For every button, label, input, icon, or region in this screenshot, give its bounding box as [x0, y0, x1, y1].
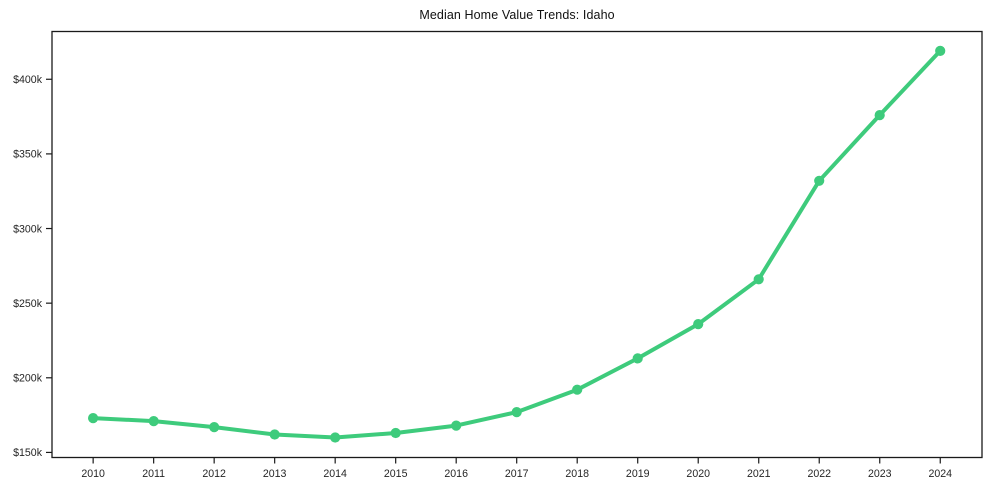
data-point-2023 [874, 110, 885, 121]
x-tick-label: 2014 [323, 468, 347, 480]
data-point-2021 [753, 274, 764, 285]
data-point-2019 [632, 353, 643, 364]
x-tick-label: 2013 [263, 468, 287, 480]
x-tick-label: 2024 [928, 468, 952, 480]
data-point-2013 [269, 429, 280, 440]
data-point-2017 [511, 407, 522, 418]
data-point-2022 [814, 175, 825, 186]
x-tick-label: 2018 [565, 468, 589, 480]
x-tick-label: 2019 [626, 468, 650, 480]
y-tick-label: $150k [13, 447, 43, 459]
data-point-2018 [572, 384, 583, 395]
x-tick-label: 2016 [444, 468, 468, 480]
x-tick-label: 2021 [747, 468, 771, 480]
data-point-2015 [390, 427, 401, 439]
x-tick-label: 2010 [81, 468, 105, 480]
x-tick-label: 2011 [142, 468, 165, 480]
y-tick-label: $250k [13, 298, 43, 310]
data-point-2014 [330, 432, 341, 443]
x-tick-label: 2012 [202, 468, 226, 480]
x-tick-label: 2020 [686, 468, 710, 480]
x-tick-label: 2017 [505, 468, 529, 480]
y-tick-label: $300k [13, 223, 43, 235]
data-point-2016 [451, 420, 462, 431]
data-point-2020 [693, 319, 704, 330]
data-point-2024 [935, 45, 946, 57]
chart-title: Median Home Value Trends: Idaho [419, 8, 615, 22]
data-point-2010 [88, 413, 99, 424]
y-tick-label: $350k [13, 149, 43, 161]
data-point-2011 [148, 416, 159, 427]
y-tick-label: $200k [13, 373, 43, 385]
axes-box [51, 30, 983, 459]
trend-line [91, 48, 943, 440]
data-point-2012 [209, 422, 220, 433]
y-tick-label: $400k [13, 74, 43, 86]
x-tick-label: 2015 [384, 468, 408, 480]
x-tick-label: 2023 [868, 468, 892, 480]
x-tick-label: 2022 [807, 468, 831, 480]
